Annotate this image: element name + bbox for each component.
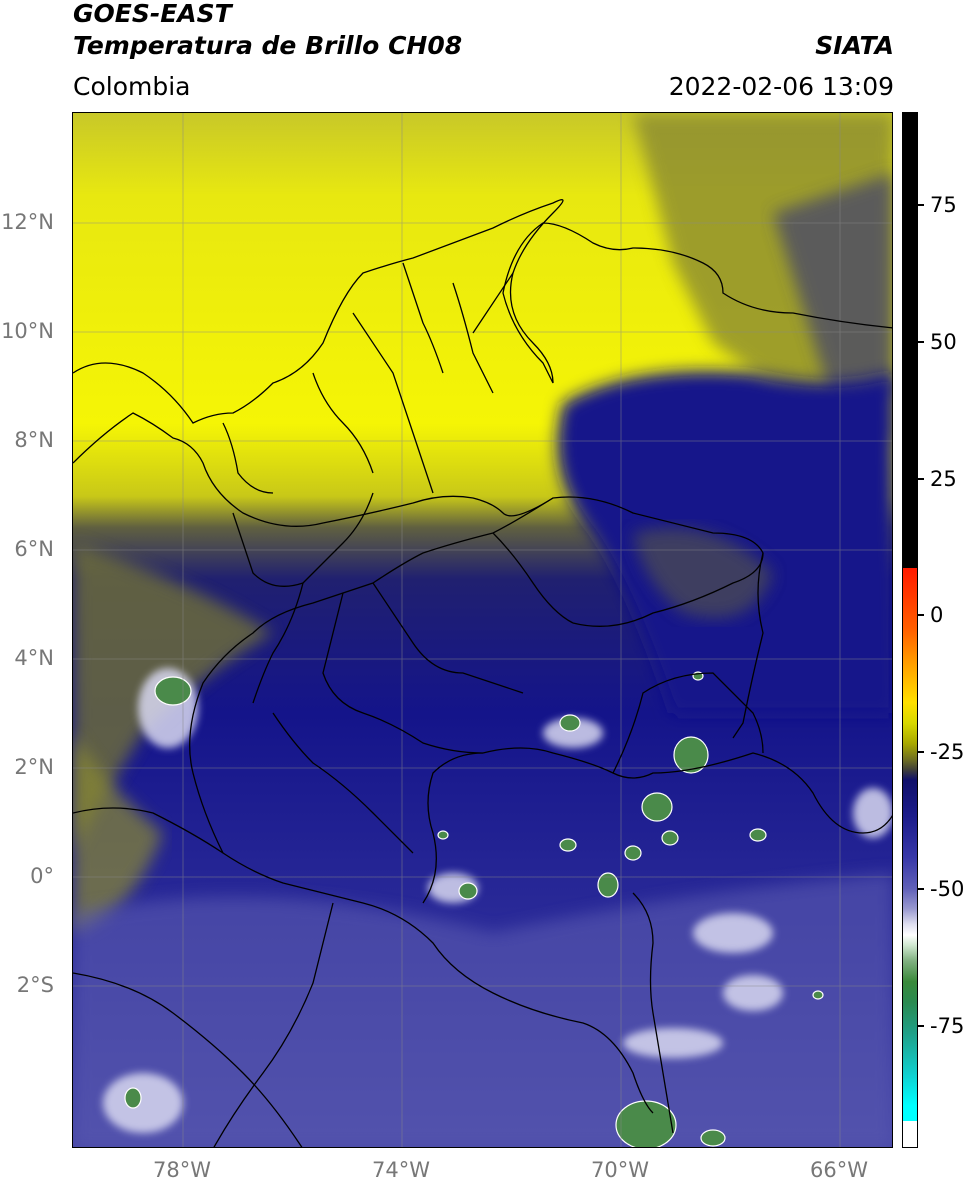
colorbar-tick <box>918 751 924 753</box>
coastline-layer <box>73 199 892 1147</box>
colorbar-label-50: 50 <box>930 330 957 354</box>
colorbar <box>902 112 918 1148</box>
colorbar-label-25: 25 <box>930 467 957 491</box>
lat-label-12n: 12°N <box>1 210 54 234</box>
lat-label-0: 0° <box>30 864 54 888</box>
lat-label-8n: 8°N <box>14 428 54 452</box>
colorbar-tick <box>918 341 924 343</box>
satellite-title: GOES-EAST <box>73 0 232 28</box>
lon-label-78w: 78°W <box>153 1158 211 1182</box>
colorbar-tick <box>918 614 924 616</box>
lon-label-66w: 66°W <box>810 1158 868 1182</box>
satellite-map <box>72 112 893 1148</box>
lat-label-2n: 2°N <box>14 755 54 779</box>
map-canvas <box>73 113 892 1147</box>
product-title: Temperatura de Brillo CH08 <box>73 31 463 60</box>
colorbar-tick <box>918 1025 924 1027</box>
colorbar-tick <box>918 204 924 206</box>
colorbar-label-neg75: -75 <box>930 1014 965 1038</box>
colorbar-tick <box>918 888 924 890</box>
timestamp-label: 2022-02-06 13:09 <box>668 72 894 101</box>
region-label: Colombia <box>73 72 191 101</box>
lon-label-70w: 70°W <box>591 1158 649 1182</box>
colorbar-label-75: 75 <box>930 193 957 217</box>
lat-label-2s: 2°S <box>16 973 54 997</box>
lon-label-74w: 74°W <box>372 1158 430 1182</box>
lat-label-6n: 6°N <box>14 537 54 561</box>
colorbar-label-neg50: -50 <box>930 877 965 901</box>
colorbar-tick <box>918 478 924 480</box>
colorbar-label-neg25: -25 <box>930 740 965 764</box>
colorbar-label-0: 0 <box>930 603 944 627</box>
lat-label-10n: 10°N <box>1 319 54 343</box>
lat-label-4n: 4°N <box>14 646 54 670</box>
agency-label: SIATA <box>815 31 894 60</box>
